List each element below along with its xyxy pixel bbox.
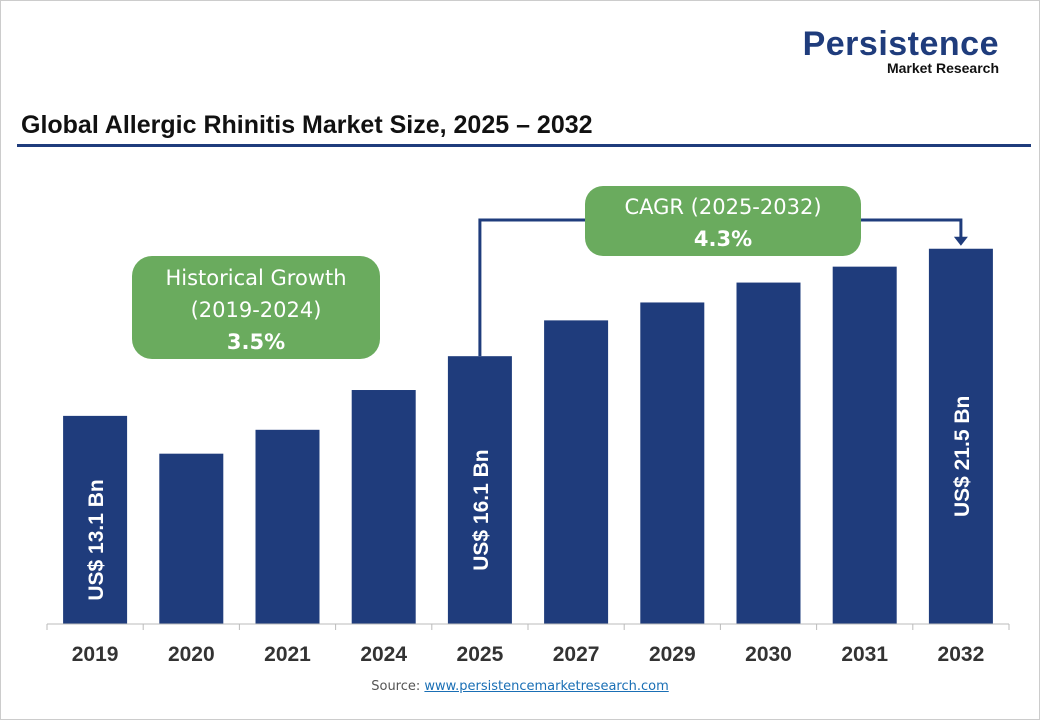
cagr-callout bbox=[585, 186, 861, 256]
bar-2020 bbox=[159, 453, 224, 624]
x-tick-label-2025: 2025 bbox=[457, 643, 504, 666]
x-tick-label-2030: 2030 bbox=[745, 643, 792, 666]
bar-2019 bbox=[63, 415, 128, 624]
x-tick-label-2032: 2032 bbox=[938, 643, 985, 666]
historical-growth-value: 3.5% bbox=[227, 330, 285, 354]
bar-2030 bbox=[736, 282, 801, 624]
bar-2031 bbox=[832, 266, 897, 624]
bar-2029 bbox=[640, 302, 705, 624]
source-link[interactable]: www.persistencemarketresearch.com bbox=[424, 679, 669, 694]
logo-text: Persistence bbox=[802, 25, 999, 63]
bar-2025 bbox=[447, 356, 512, 624]
logo-subtext: Market Research bbox=[886, 60, 999, 76]
bar-2021 bbox=[255, 429, 320, 624]
x-tick-label-2027: 2027 bbox=[553, 643, 600, 666]
x-tick-label-2019: 2019 bbox=[72, 643, 119, 666]
historical-growth-callout bbox=[132, 256, 380, 359]
bar-2024 bbox=[351, 390, 416, 624]
x-tick-label-2031: 2031 bbox=[841, 643, 888, 666]
data-label-2032: US$ 21.5 Bn bbox=[951, 396, 974, 517]
title-underline bbox=[17, 144, 1031, 147]
source-label: Source: bbox=[371, 679, 421, 694]
historical-growth-label: Historical Growth bbox=[165, 266, 346, 290]
chart-title: Global Allergic Rhinitis Market Size, 20… bbox=[21, 111, 593, 139]
bar-2032 bbox=[928, 248, 993, 625]
x-tick-label-2024: 2024 bbox=[360, 643, 407, 666]
data-label-2019: US$ 13.1 Bn bbox=[85, 479, 108, 600]
x-tick-label-2020: 2020 bbox=[168, 643, 215, 666]
logo: Persistence Market Research bbox=[803, 27, 999, 75]
data-label-2025: US$ 16.1 Bn bbox=[470, 449, 493, 570]
source: Source: www.persistencemarketresearch.co… bbox=[1, 679, 1039, 694]
cagr-label: CAGR (2025-2032) bbox=[624, 195, 821, 219]
x-tick-label-2029: 2029 bbox=[649, 643, 696, 666]
arrow-down-icon bbox=[953, 236, 968, 246]
bar-2027 bbox=[544, 320, 609, 624]
cagr-value: 4.3% bbox=[694, 227, 752, 251]
historical-growth-label: (2019-2024) bbox=[191, 298, 322, 322]
x-tick-label-2021: 2021 bbox=[264, 643, 311, 666]
